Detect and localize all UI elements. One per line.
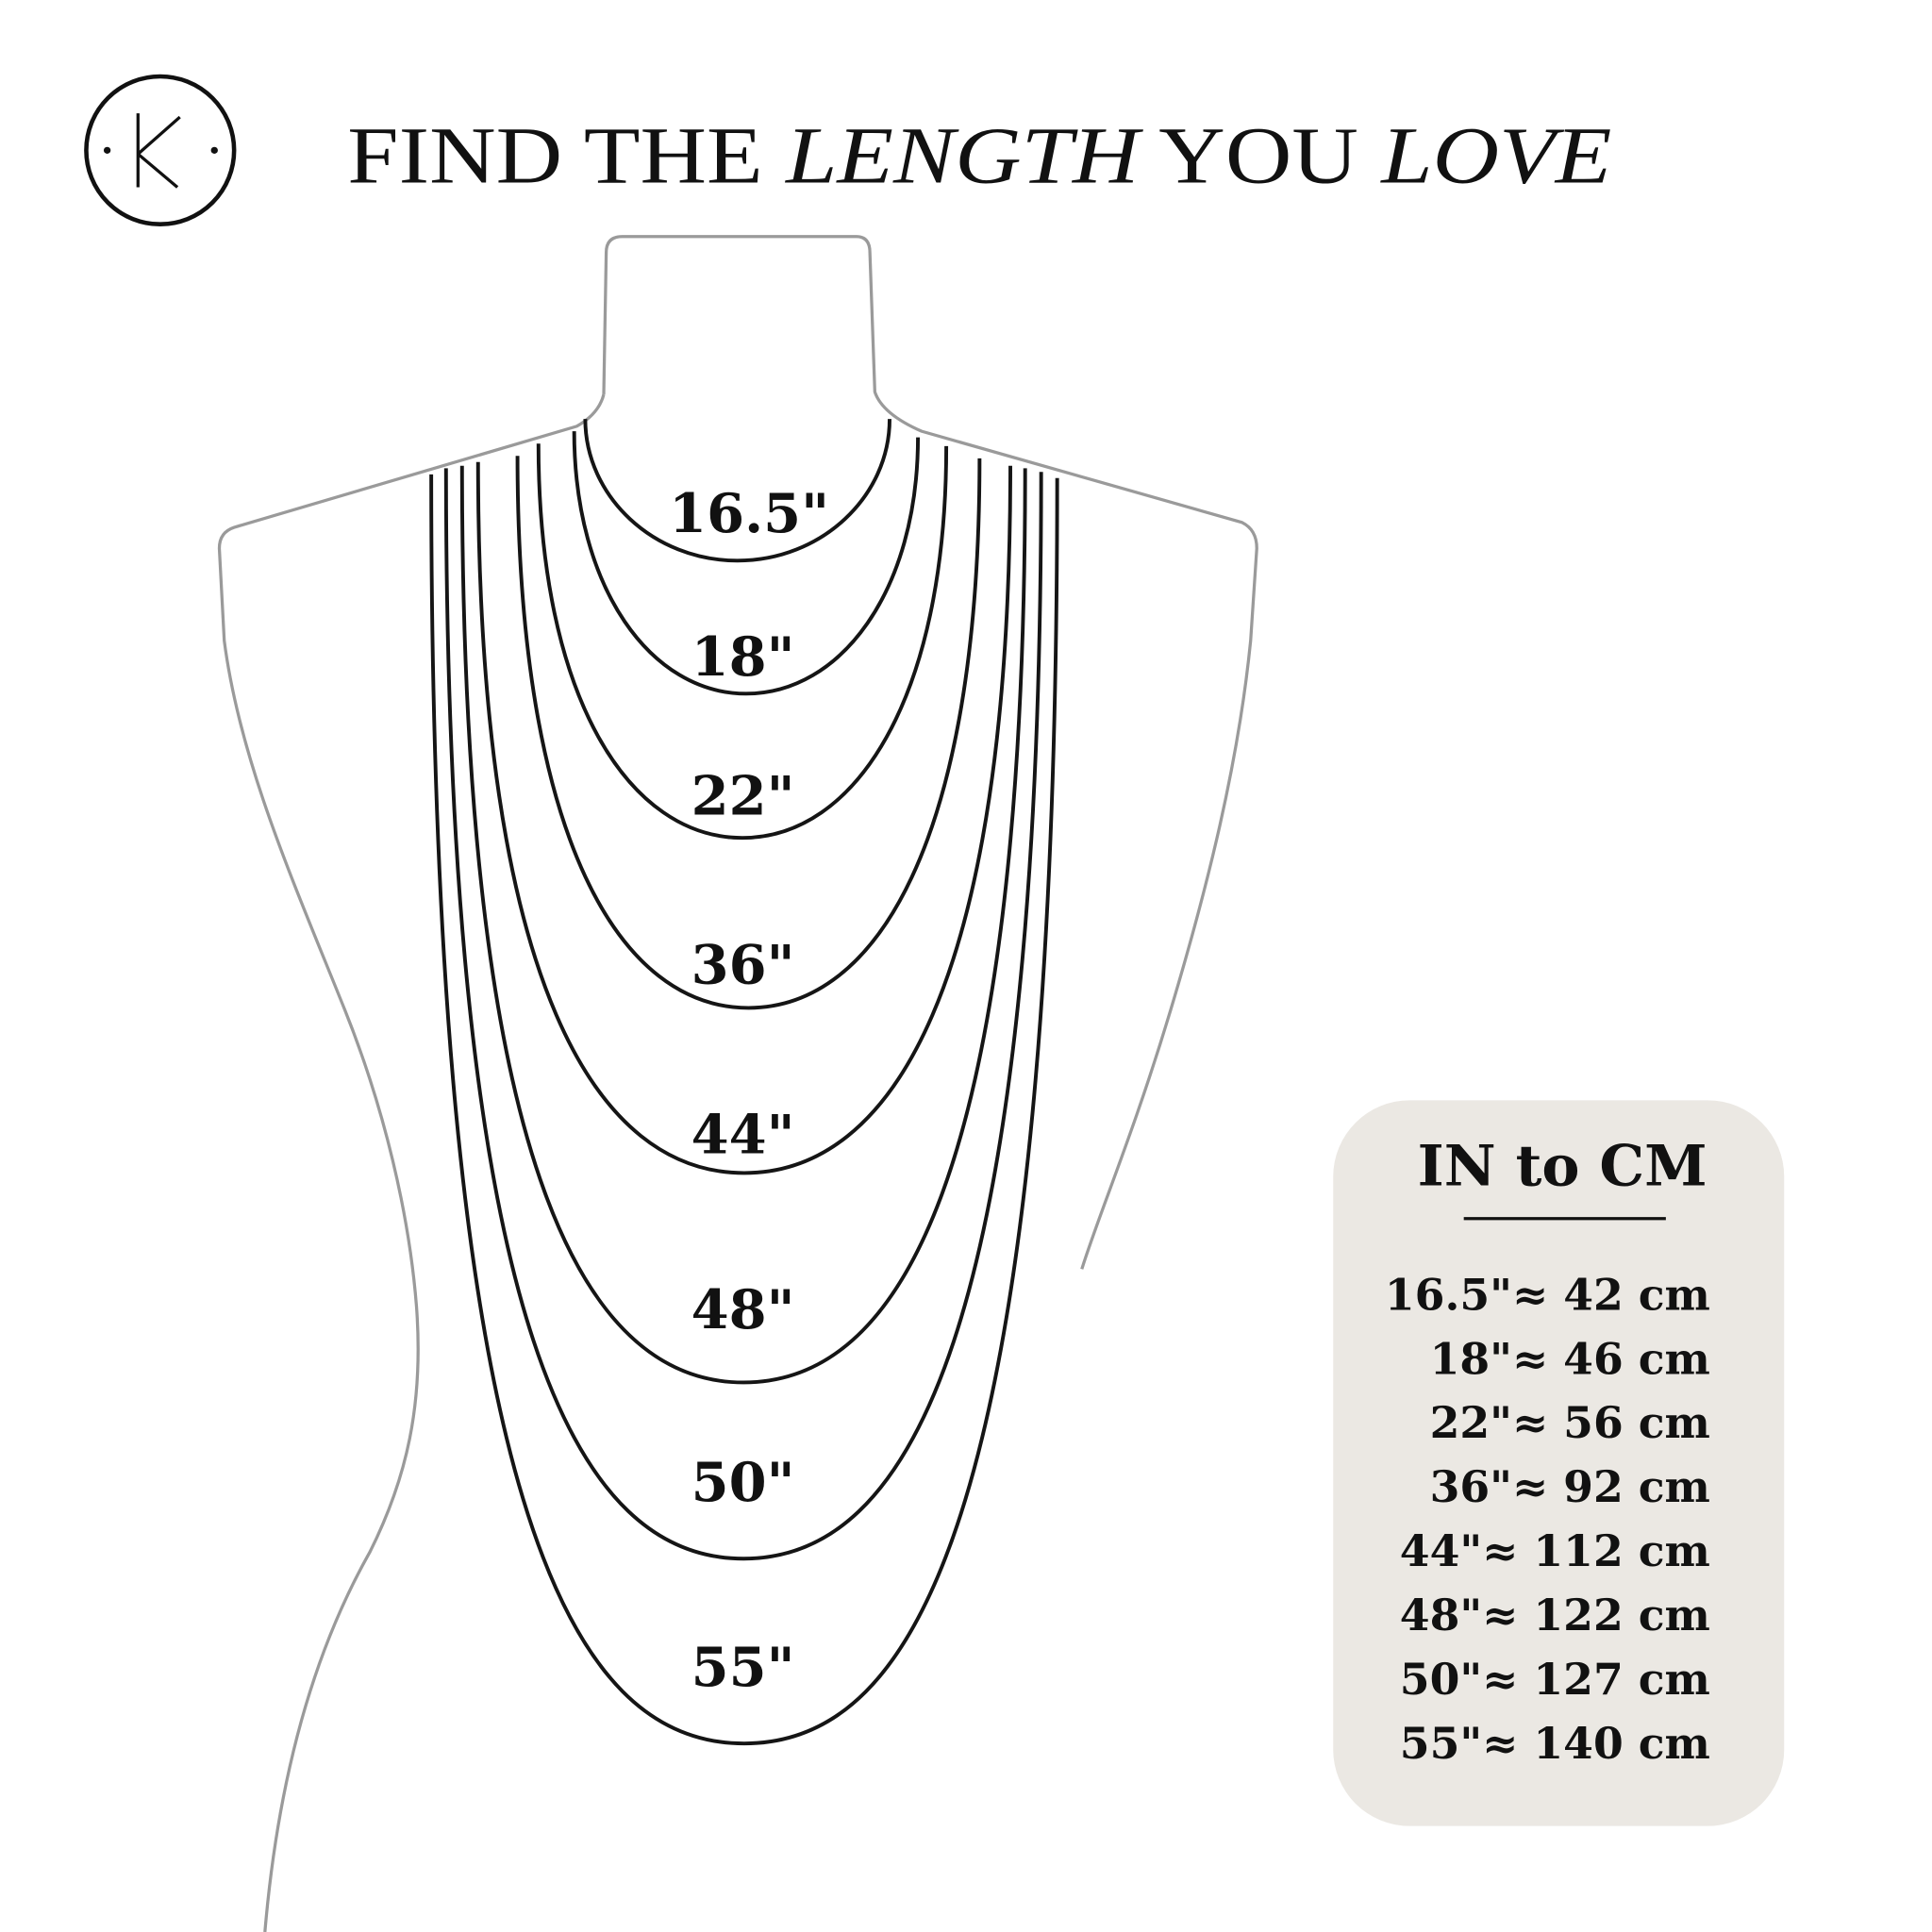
length-labels: 16.5" 18" 22" 36" 44" 48" 50" 55" — [669, 481, 829, 1699]
necklace-chain — [583, 419, 891, 563]
conversion-row: 36"≈ 92 cm — [1430, 1461, 1710, 1512]
necklace-chain — [515, 456, 982, 1010]
conversion-row: 55"≈ 140 cm — [1400, 1718, 1710, 1769]
length-label: 55" — [691, 1635, 795, 1699]
length-label: 36" — [691, 932, 795, 996]
length-label: 16.5" — [669, 481, 829, 545]
necklace-chain — [536, 443, 949, 841]
conversion-row: 44"≈ 112 cm — [1400, 1525, 1710, 1576]
page-title: FIND THE LENGTH YOU LOVE — [347, 109, 1611, 200]
necklace-chain — [572, 431, 921, 696]
length-label: 22" — [691, 763, 795, 827]
conversion-row: 48"≈ 122 cm — [1400, 1590, 1710, 1641]
conversion-row: 16.5"≈ 42 cm — [1385, 1269, 1710, 1320]
length-label: 18" — [691, 625, 795, 689]
conversion-row: 50"≈ 127 cm — [1400, 1654, 1710, 1705]
length-label: 48" — [691, 1277, 795, 1341]
conversion-row: 22"≈ 56 cm — [1430, 1397, 1710, 1448]
necklace-chain — [459, 465, 1027, 1385]
conversion-heading: IN to CM — [1418, 1133, 1707, 1199]
necklace-chain — [443, 468, 1043, 1561]
mannequin-outline — [217, 235, 1258, 1932]
length-label: 50" — [691, 1450, 795, 1514]
necklace-chain — [429, 474, 1059, 1746]
necklace-chain — [475, 461, 1012, 1175]
brand-logo — [84, 74, 237, 226]
length-label: 44" — [691, 1103, 795, 1167]
conversion-row: 18"≈ 46 cm — [1430, 1333, 1710, 1384]
necklace-chains — [429, 419, 1059, 1746]
conversion-table: IN to CM 16.5"≈ 42 cm 18"≈ 46 cm 22"≈ 56… — [1333, 1100, 1785, 1826]
